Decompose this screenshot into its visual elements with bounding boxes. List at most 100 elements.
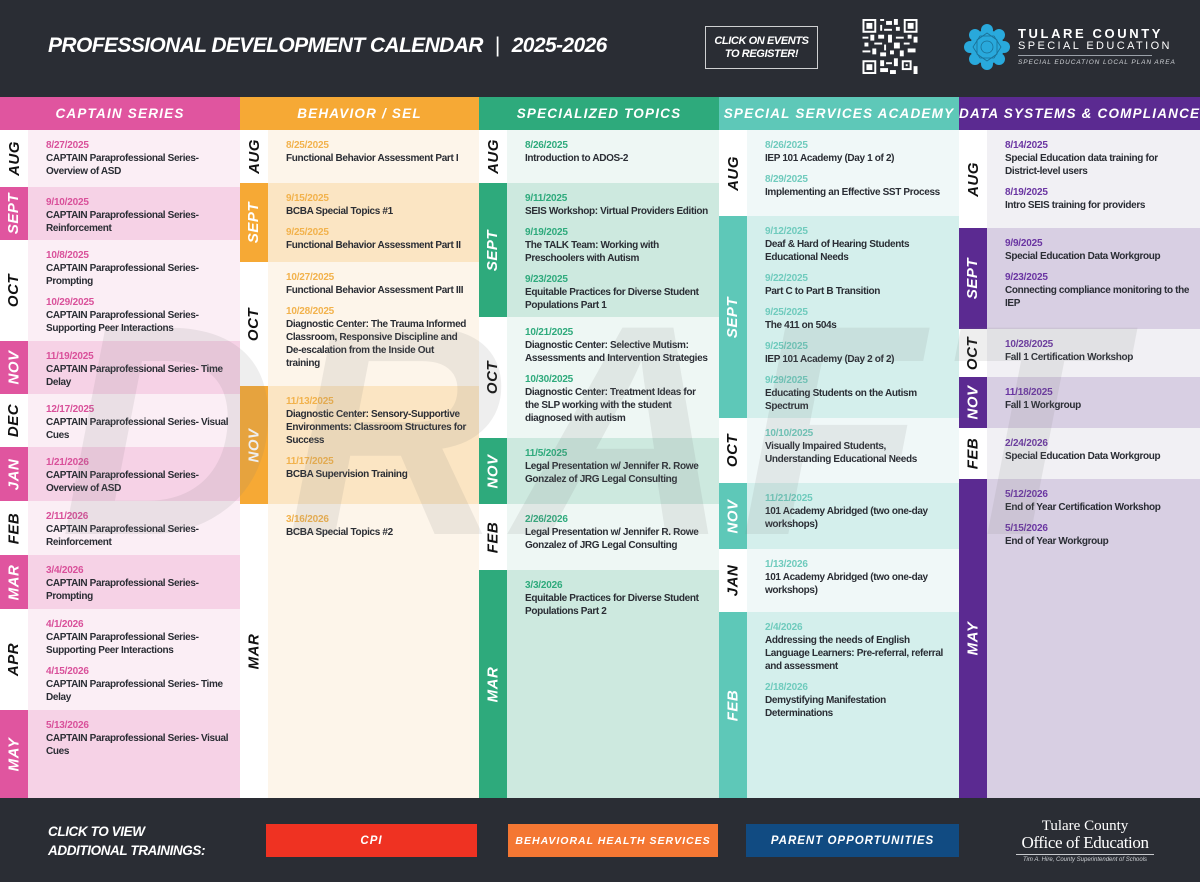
event-title: CAPTAIN Paraprofessional Series- Overvie… bbox=[46, 153, 199, 177]
event-link[interactable]: 10/30/2025 Diagnostic Center: Treatment I… bbox=[525, 374, 709, 425]
event-date: 9/10/2025 bbox=[46, 197, 89, 208]
event-link[interactable]: 2/11/2026 CAPTAIN Paraprofessional Series… bbox=[46, 511, 230, 549]
event-link[interactable]: 9/11/2025 SEIS Workshop: Virtual Provider… bbox=[525, 193, 709, 218]
event-title: Diagnostic Center: Treatment Ideas for t… bbox=[525, 387, 696, 424]
event-link[interactable]: 2/18/2026 Demystifying Manifestation Dete… bbox=[765, 682, 949, 720]
event-link[interactable]: 9/23/2025 Equitable Practices for Diverse… bbox=[525, 274, 709, 312]
event-date: 3/3/2026 bbox=[525, 580, 563, 591]
event-link[interactable]: 5/15/2026 End of Year Workgroup bbox=[1005, 523, 1190, 548]
event-link[interactable]: 10/28/2025 Fall 1 Certification Workshop bbox=[1005, 339, 1190, 364]
column-header-captain: CAPTAIN SERIES bbox=[0, 97, 240, 130]
event-title: CAPTAIN Paraprofessional Series- Prompti… bbox=[46, 578, 199, 602]
event-title: BCBA Special Topics #2 bbox=[286, 527, 393, 538]
event-link[interactable]: 9/23/2025 Connecting compliance monitorin… bbox=[1005, 272, 1190, 310]
event-link[interactable]: 8/14/2025 Special Education data training… bbox=[1005, 140, 1190, 178]
event-link[interactable]: 2/24/2026 Special Education Data Workgrou… bbox=[1005, 438, 1190, 463]
month-label-text: AUG bbox=[245, 139, 263, 174]
event-link[interactable]: 8/27/2025 CAPTAIN Paraprofessional Series… bbox=[46, 140, 230, 178]
event-link[interactable]: 11/5/2025 Legal Presentation w/ Jennifer … bbox=[525, 448, 709, 486]
event-date: 11/13/2025 bbox=[286, 396, 334, 407]
month-label: AUG bbox=[240, 130, 268, 183]
event-link[interactable]: 8/26/2025 Introduction to ADOS-2 bbox=[525, 140, 709, 165]
event-link[interactable]: 11/21/2025 101 Academy Abridged (two one-… bbox=[765, 493, 949, 531]
month-block-jan: JAN 1/13/2026 101 Academy Abridged (two on… bbox=[719, 549, 959, 612]
event-link[interactable]: 1/13/2026 101 Academy Abridged (two one-d… bbox=[765, 559, 949, 597]
event-date: 8/27/2025 bbox=[46, 140, 89, 151]
additional-trainings-label: CLICK TO VIEW ADDITIONAL TRAININGS: bbox=[48, 822, 206, 860]
column-header-data: DATA SYSTEMS & COMPLIANCE bbox=[959, 97, 1200, 130]
event-link[interactable]: 10/10/2025 Visually Impaired Students, Un… bbox=[765, 428, 949, 466]
month-label-text: NOV bbox=[724, 498, 742, 534]
event-link[interactable]: 9/25/2025 IEP 101 Academy (Day 2 of 2) bbox=[765, 341, 949, 366]
event-link[interactable]: 11/17/2025 BCBA Supervision Training bbox=[286, 456, 469, 481]
month-label: DEC bbox=[0, 394, 28, 447]
event-title: The 411 on 504s bbox=[765, 320, 837, 331]
event-link[interactable]: 4/15/2026 CAPTAIN Paraprofessional Series… bbox=[46, 666, 230, 704]
behavioral-health-services-button[interactable]: BEHAVIORAL HEALTH SERVICES bbox=[508, 824, 718, 857]
event-title: CAPTAIN Paraprofessional Series- Time De… bbox=[46, 679, 223, 703]
event-link[interactable]: 11/19/2025 CAPTAIN Paraprofessional Serie… bbox=[46, 351, 230, 389]
event-date: 9/25/2025 bbox=[765, 307, 808, 318]
event-link[interactable]: 9/19/2025 The TALK Team: Working with Pre… bbox=[525, 227, 709, 265]
event-date: 10/27/2025 bbox=[286, 272, 335, 283]
event-link[interactable]: 11/18/2025 Fall 1 Workgroup bbox=[1005, 387, 1190, 412]
event-link[interactable]: 10/27/2025 Functional Behavior Assessment… bbox=[286, 272, 469, 297]
event-link[interactable]: 9/12/2025 Deaf & Hard of Hearing Students… bbox=[765, 226, 949, 264]
event-date: 9/22/2025 bbox=[765, 273, 808, 284]
event-date: 5/12/2026 bbox=[1005, 489, 1048, 500]
event-title: Intro SEIS training for providers bbox=[1005, 200, 1146, 211]
event-link[interactable]: 8/29/2025 Implementing an Effective SST P… bbox=[765, 174, 949, 199]
event-link[interactable]: 3/16/2026 BCBA Special Topics #2 bbox=[286, 514, 469, 539]
month-block-dec: DEC 12/17/2025 CAPTAIN Paraprofessional Se… bbox=[0, 394, 240, 447]
event-link[interactable]: 10/8/2025 CAPTAIN Paraprofessional Series… bbox=[46, 250, 230, 288]
event-link[interactable]: 10/28/2025 Diagnostic Center: The Trauma … bbox=[286, 306, 469, 370]
event-title: Educating Students on the Autism Spectru… bbox=[765, 388, 917, 412]
event-title: Demystifying Manifestation Determination… bbox=[765, 695, 886, 719]
event-link[interactable]: 12/17/2025 CAPTAIN Paraprofessional Serie… bbox=[46, 404, 230, 442]
event-link[interactable]: 8/25/2025 Functional Behavior Assessment … bbox=[286, 140, 469, 165]
event-date: 1/21/2026 bbox=[46, 457, 89, 468]
footer-label-line-1: CLICK TO VIEW bbox=[48, 824, 145, 839]
month-label-text: DEC bbox=[5, 403, 23, 438]
event-link[interactable]: 3/3/2026 Equitable Practices for Diverse … bbox=[525, 580, 709, 618]
event-title: Visually Impaired Students, Understandin… bbox=[765, 441, 917, 465]
event-date: 8/29/2025 bbox=[765, 174, 808, 185]
event-list: 10/27/2025 Functional Behavior Assessment… bbox=[268, 262, 479, 386]
month-block-mar: MAR 3/3/2026 Equitable Practices for Diver… bbox=[479, 570, 719, 798]
event-link[interactable]: 1/21/2026 CAPTAIN Paraprofessional Series… bbox=[46, 457, 230, 495]
event-date: 4/15/2026 bbox=[46, 666, 89, 677]
event-link[interactable]: 9/10/2025 CAPTAIN Paraprofessional Series… bbox=[46, 197, 230, 235]
parent-opportunities-button[interactable]: PARENT OPPORTUNITIES bbox=[746, 824, 959, 857]
event-link[interactable]: 9/29/2025 Educating Students on the Autis… bbox=[765, 375, 949, 413]
cpi-button[interactable]: CPI bbox=[266, 824, 477, 857]
event-date: 10/10/2025 bbox=[765, 428, 814, 439]
event-link[interactable]: 5/13/2026 CAPTAIN Paraprofessional Series… bbox=[46, 720, 230, 758]
event-link[interactable]: 5/12/2026 End of Year Certification Works… bbox=[1005, 489, 1190, 514]
event-link[interactable]: 3/4/2026 CAPTAIN Paraprofessional Series-… bbox=[46, 565, 230, 603]
month-block-aug: AUG 8/14/2025 Special Education data train… bbox=[959, 130, 1200, 228]
month-label: AUG bbox=[959, 130, 987, 228]
event-date: 9/23/2025 bbox=[1005, 272, 1048, 283]
event-link[interactable]: 8/26/2025 IEP 101 Academy (Day 1 of 2) bbox=[765, 140, 949, 165]
event-title: The TALK Team: Working with Preschoolers… bbox=[525, 240, 659, 264]
event-link[interactable]: 9/9/2025 Special Education Data Workgroup bbox=[1005, 238, 1190, 263]
click-to-register-callout[interactable]: CLICK ON EVENTS TO REGISTER! bbox=[705, 26, 818, 69]
event-date: 9/12/2025 bbox=[765, 226, 808, 237]
event-link[interactable]: 11/13/2025 Diagnostic Center: Sensory-Sup… bbox=[286, 396, 469, 447]
month-label-text: AUG bbox=[484, 139, 502, 174]
event-link[interactable]: 9/25/2025 The 411 on 504s bbox=[765, 307, 949, 332]
qr-code-icon[interactable] bbox=[862, 19, 918, 74]
event-link[interactable]: 9/22/2025 Part C to Part B Transition bbox=[765, 273, 949, 298]
event-link[interactable]: 9/25/2025 Functional Behavior Assessment … bbox=[286, 227, 469, 252]
event-link[interactable]: 4/1/2026 CAPTAIN Paraprofessional Series-… bbox=[46, 619, 230, 657]
event-link[interactable]: 10/29/2025 CAPTAIN Paraprofessional Serie… bbox=[46, 297, 230, 335]
event-list: 3/4/2026 CAPTAIN Paraprofessional Series-… bbox=[28, 555, 240, 609]
event-link[interactable]: 8/19/2025 Intro SEIS training for provide… bbox=[1005, 187, 1190, 212]
event-title: Connecting compliance monitoring to the … bbox=[1005, 285, 1190, 309]
event-list: 5/13/2026 CAPTAIN Paraprofessional Series… bbox=[28, 710, 240, 798]
event-link[interactable]: 10/21/2025 Diagnostic Center: Selective M… bbox=[525, 327, 709, 365]
event-link[interactable]: 2/26/2026 Legal Presentation w/ Jennifer … bbox=[525, 514, 709, 552]
event-link[interactable]: 2/4/2026 Addressing the needs of English … bbox=[765, 622, 949, 673]
event-link[interactable]: 9/15/2025 BCBA Special Topics #1 bbox=[286, 193, 469, 218]
month-label: OCT bbox=[719, 418, 747, 483]
